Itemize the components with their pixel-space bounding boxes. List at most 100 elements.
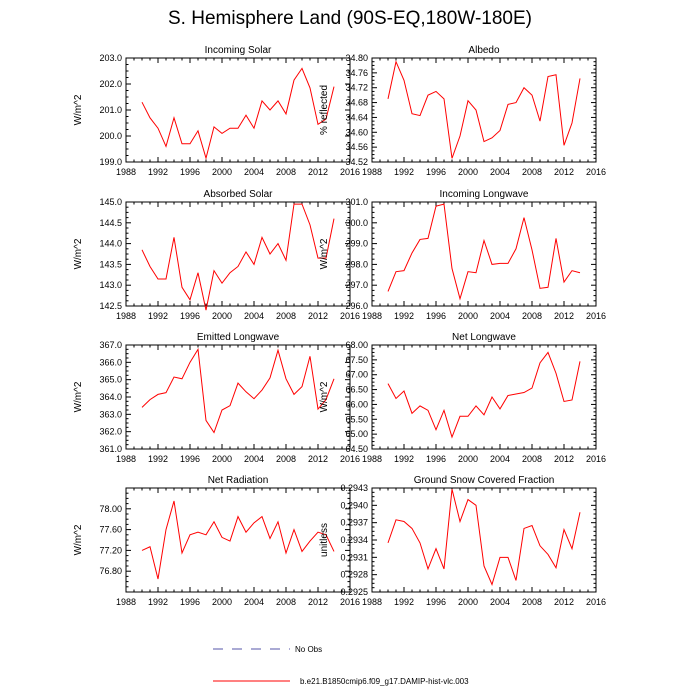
y-axis-label: unitless xyxy=(319,523,330,557)
y-tick-label: 0.2925 xyxy=(340,587,368,597)
legend-obs-label: No Obs xyxy=(295,645,322,654)
y-tick-label: 299.0 xyxy=(345,239,368,249)
panel-title: Net Longwave xyxy=(452,332,516,343)
panel-absorbed-solar: Absorbed Solar W/m^2 1988 1992 1996 2000 2004 2… xyxy=(73,189,360,321)
y-tick-label: 66.00 xyxy=(345,399,368,409)
plot-frame xyxy=(371,487,597,593)
y-tick-label: 65.00 xyxy=(345,429,368,439)
y-tick-label: 34.64 xyxy=(345,112,368,122)
legend-model-label: b.e21.B1850cmip6.f09_g17.DAMIP-hist-vlc.… xyxy=(300,677,469,686)
y-tick-label: 34.60 xyxy=(345,127,368,137)
y-tick-label: 199.0 xyxy=(99,157,122,167)
x-tick-label: 1988 xyxy=(362,311,382,321)
y-axis-label: W/m^2 xyxy=(319,381,330,412)
x-tick-label: 1996 xyxy=(180,454,200,464)
x-tick-label: 2004 xyxy=(490,167,510,177)
y-tick-label: 361.0 xyxy=(99,444,122,454)
legend: No Obs b.e21.B1850cmip6.f09_g17.DAMIP-his… xyxy=(213,645,469,686)
x-tick-label: 2000 xyxy=(458,167,478,177)
x-tick-label: 1996 xyxy=(426,597,446,607)
y-tick-label: 77.60 xyxy=(99,525,122,535)
x-tick-label: 2004 xyxy=(244,311,264,321)
y-tick-label: 201.0 xyxy=(99,105,122,115)
x-tick-label: 1992 xyxy=(394,597,414,607)
y-tick-label: 34.76 xyxy=(345,68,368,78)
x-tick-label: 1988 xyxy=(116,311,136,321)
x-tick-label: 1992 xyxy=(148,167,168,177)
x-tick-label: 1992 xyxy=(148,454,168,464)
x-tick-label: 2012 xyxy=(554,454,574,464)
y-axis-label: W/m^2 xyxy=(73,94,84,125)
x-tick-label: 2004 xyxy=(244,167,264,177)
x-tick-label: 1988 xyxy=(362,597,382,607)
y-tick-label: 202.0 xyxy=(99,79,122,89)
y-axis-label: % reflected xyxy=(319,85,330,135)
y-tick-label: 34.80 xyxy=(345,53,368,63)
x-tick-label: 1996 xyxy=(180,597,200,607)
figure-title: S. Hemisphere Land (90S-EQ,180W-180E) xyxy=(168,8,532,29)
x-tick-label: 2008 xyxy=(276,311,296,321)
y-tick-label: 297.0 xyxy=(345,280,368,290)
y-tick-label: 296.0 xyxy=(345,301,368,311)
y-tick-label: 300.0 xyxy=(345,218,368,228)
series-line xyxy=(141,203,335,311)
x-tick-label: 1996 xyxy=(426,454,446,464)
y-tick-label: 0.2931 xyxy=(340,552,368,562)
panel-title: Incoming Solar xyxy=(205,45,272,56)
x-tick-label: 2000 xyxy=(212,311,232,321)
x-tick-label: 2012 xyxy=(308,597,328,607)
x-tick-label: 2008 xyxy=(522,454,542,464)
y-tick-label: 200.0 xyxy=(99,131,122,141)
y-tick-label: 142.5 xyxy=(99,301,122,311)
x-tick-label: 2008 xyxy=(522,597,542,607)
panel-title: Net Radiation xyxy=(208,475,269,486)
x-tick-label: 1996 xyxy=(180,167,200,177)
series-line xyxy=(387,203,581,301)
x-tick-label: 2016 xyxy=(586,311,606,321)
x-tick-label: 1992 xyxy=(394,167,414,177)
x-tick-label: 2016 xyxy=(340,311,360,321)
x-tick-label: 2004 xyxy=(244,597,264,607)
x-tick-label: 2004 xyxy=(490,597,510,607)
panel-net-longwave: Net Longwave W/m^2 1988 1992 1996 2000 2004 200… xyxy=(319,332,606,464)
x-tick-label: 2008 xyxy=(276,597,296,607)
x-tick-label: 1988 xyxy=(362,454,382,464)
x-tick-label: 2004 xyxy=(244,454,264,464)
panel-title: Albedo xyxy=(468,45,500,56)
y-tick-label: 76.80 xyxy=(99,566,122,576)
x-tick-label: 1992 xyxy=(394,311,414,321)
plot-frame xyxy=(371,57,597,163)
panel-emitted-longwave: Emitted Longwave W/m^2 1988 1992 1996 2000 200… xyxy=(73,332,360,464)
x-tick-label: 2012 xyxy=(554,311,574,321)
x-tick-label: 2016 xyxy=(340,597,360,607)
y-tick-label: 34.72 xyxy=(345,83,368,93)
plot-frame xyxy=(125,487,351,593)
y-tick-label: 298.0 xyxy=(345,259,368,269)
x-tick-label: 1988 xyxy=(116,454,136,464)
x-tick-label: 2016 xyxy=(586,597,606,607)
panel-net-radiation: Net Radiation W/m^2 1988 1992 1996 2000 2004 20… xyxy=(73,475,360,607)
panel-title: Emitted Longwave xyxy=(197,332,280,343)
x-tick-label: 2008 xyxy=(522,311,542,321)
y-tick-label: 34.56 xyxy=(345,142,368,152)
panel-albedo: Albedo % reflected 1988 1992 1996 2000 2004 200… xyxy=(319,45,606,177)
x-tick-label: 1988 xyxy=(362,167,382,177)
y-tick-label: 143.5 xyxy=(99,259,122,269)
y-tick-label: 0.2934 xyxy=(340,535,368,545)
y-tick-label: 67.00 xyxy=(345,370,368,380)
y-tick-label: 0.2928 xyxy=(340,570,368,580)
x-tick-label: 2004 xyxy=(490,311,510,321)
y-tick-label: 67.50 xyxy=(345,355,368,365)
y-tick-label: 68.00 xyxy=(345,340,368,350)
x-tick-label: 2000 xyxy=(458,311,478,321)
y-tick-label: 363.0 xyxy=(99,409,122,419)
x-tick-label: 2000 xyxy=(212,454,232,464)
y-tick-label: 77.20 xyxy=(99,545,122,555)
series-line xyxy=(141,347,335,434)
y-axis-label: W/m^2 xyxy=(73,524,84,555)
y-tick-label: 144.5 xyxy=(99,218,122,228)
y-tick-label: 0.2943 xyxy=(340,483,368,493)
x-tick-label: 1992 xyxy=(148,597,168,607)
panel-ground-snow-covered-fraction: Ground Snow Covered Fraction unitless 1988… xyxy=(319,475,606,607)
y-tick-label: 0.2940 xyxy=(340,500,368,510)
